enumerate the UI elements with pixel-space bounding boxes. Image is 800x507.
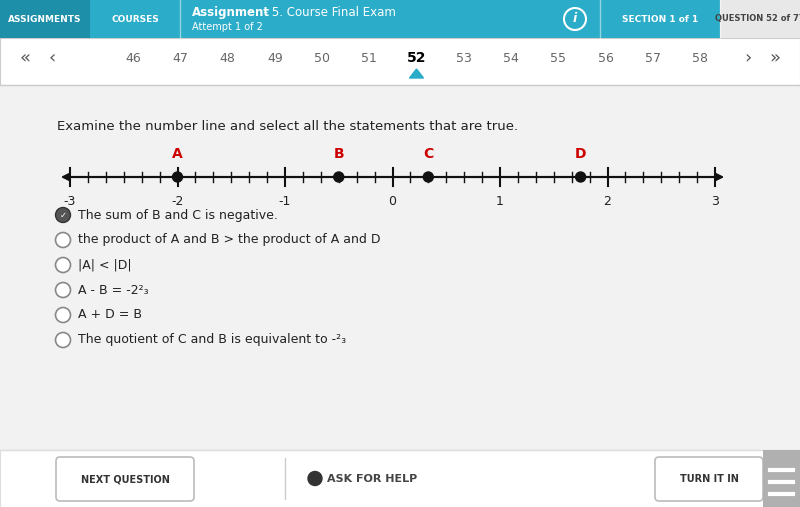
- Circle shape: [308, 472, 322, 486]
- Text: NEXT QUESTION: NEXT QUESTION: [81, 474, 170, 484]
- Text: Assignment: Assignment: [192, 6, 270, 19]
- Text: - 5. Course Final Exam: - 5. Course Final Exam: [260, 6, 396, 19]
- Circle shape: [55, 233, 70, 247]
- Text: i: i: [573, 13, 577, 25]
- Text: Examine the number line and select all the statements that are true.: Examine the number line and select all t…: [57, 121, 518, 133]
- Text: C: C: [423, 147, 434, 161]
- Text: The quotient of C and B is equivalent to -²₃: The quotient of C and B is equivalent to…: [78, 334, 346, 346]
- Text: A + D = B: A + D = B: [78, 308, 142, 321]
- Text: ASSIGNMENTS: ASSIGNMENTS: [8, 15, 82, 23]
- Text: 49: 49: [267, 52, 282, 65]
- Text: 1: 1: [496, 195, 504, 208]
- Circle shape: [173, 172, 182, 182]
- FancyBboxPatch shape: [720, 0, 800, 38]
- Text: 50: 50: [314, 52, 330, 65]
- Text: D: D: [575, 147, 586, 161]
- Text: ✓: ✓: [59, 210, 66, 220]
- Text: ‹: ‹: [48, 50, 56, 67]
- Text: COURSES: COURSES: [111, 15, 159, 23]
- FancyBboxPatch shape: [90, 0, 180, 38]
- Text: -3: -3: [64, 195, 76, 208]
- Text: 58: 58: [692, 52, 708, 65]
- Text: ASK FOR HELP: ASK FOR HELP: [327, 474, 418, 484]
- Text: 46: 46: [125, 52, 141, 65]
- Text: »: »: [770, 50, 781, 67]
- Text: 53: 53: [456, 52, 472, 65]
- Circle shape: [334, 172, 344, 182]
- Text: 3: 3: [711, 195, 719, 208]
- Text: the product of A and B > the product of A and D: the product of A and B > the product of …: [78, 234, 381, 246]
- Text: -2: -2: [171, 195, 184, 208]
- FancyBboxPatch shape: [0, 38, 800, 85]
- Text: |A| < |D|: |A| < |D|: [78, 259, 132, 272]
- FancyBboxPatch shape: [0, 0, 800, 38]
- Circle shape: [576, 172, 586, 182]
- Text: A - B = -2²₃: A - B = -2²₃: [78, 283, 149, 297]
- FancyBboxPatch shape: [56, 457, 194, 501]
- Circle shape: [55, 258, 70, 272]
- Text: SECTION 1 of 1: SECTION 1 of 1: [622, 15, 698, 23]
- Circle shape: [423, 172, 434, 182]
- Text: 51: 51: [362, 52, 377, 65]
- Text: Attempt 1 of 2: Attempt 1 of 2: [192, 22, 263, 32]
- Text: The sum of B and C is negative.: The sum of B and C is negative.: [78, 208, 278, 222]
- Text: 56: 56: [598, 52, 614, 65]
- Text: QUESTION 52 of 77: QUESTION 52 of 77: [715, 15, 800, 23]
- Text: A: A: [172, 147, 183, 161]
- Circle shape: [55, 308, 70, 322]
- Text: 54: 54: [503, 52, 519, 65]
- Text: 48: 48: [219, 52, 235, 65]
- Polygon shape: [410, 69, 423, 78]
- FancyBboxPatch shape: [0, 0, 90, 38]
- FancyBboxPatch shape: [763, 450, 800, 507]
- Text: 2: 2: [603, 195, 611, 208]
- FancyBboxPatch shape: [0, 450, 800, 507]
- FancyBboxPatch shape: [600, 0, 720, 38]
- Text: 57: 57: [645, 52, 661, 65]
- Text: -1: -1: [279, 195, 291, 208]
- Text: ›: ›: [744, 50, 752, 67]
- Text: 52: 52: [406, 52, 426, 65]
- Text: B: B: [334, 147, 344, 161]
- Text: 55: 55: [550, 52, 566, 65]
- FancyBboxPatch shape: [655, 457, 763, 501]
- Text: 0: 0: [389, 195, 397, 208]
- Text: «: «: [19, 50, 30, 67]
- Text: TURN IT IN: TURN IT IN: [679, 474, 738, 484]
- Text: 47: 47: [172, 52, 188, 65]
- Circle shape: [55, 282, 70, 298]
- Circle shape: [564, 8, 586, 30]
- Circle shape: [55, 333, 70, 347]
- Circle shape: [55, 207, 70, 223]
